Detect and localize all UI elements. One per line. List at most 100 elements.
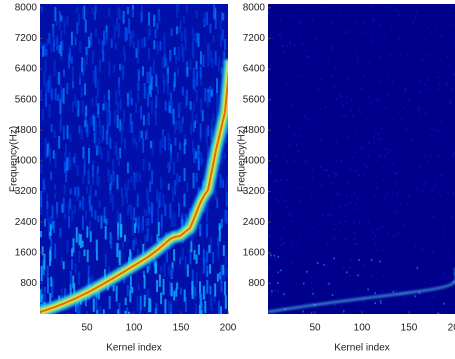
ridge-core [40, 70, 228, 313]
speckle [301, 43, 303, 46]
speckle [444, 275, 446, 278]
speckle [87, 169, 90, 182]
speckle [452, 193, 454, 196]
speckle [103, 269, 106, 282]
speckle [217, 300, 220, 314]
speckle [345, 203, 347, 206]
speckle [99, 124, 102, 135]
speckle [163, 53, 166, 68]
speckle [179, 257, 182, 265]
speckle [127, 179, 130, 190]
speckle [375, 249, 377, 252]
speckle [84, 119, 87, 128]
speckle [354, 242, 357, 245]
speckle [129, 120, 132, 133]
speckle [421, 190, 424, 193]
speckle [350, 258, 352, 261]
speckle [353, 207, 356, 210]
speckle [341, 114, 343, 117]
speckle [92, 160, 95, 170]
speckle [224, 38, 227, 51]
speckle [424, 112, 427, 115]
speckle [276, 225, 279, 228]
speckle [397, 172, 399, 175]
speckle [54, 88, 57, 101]
speckle [41, 294, 44, 301]
speckle [452, 87, 454, 90]
speckle [346, 271, 348, 274]
speckle [389, 54, 391, 57]
speckle [71, 209, 74, 222]
speckle [153, 40, 156, 50]
speckle [53, 130, 56, 139]
speckle [297, 187, 300, 190]
speckle [191, 269, 194, 285]
speckle [128, 204, 131, 212]
speckle [93, 12, 96, 20]
speckle [49, 87, 52, 99]
speckle [199, 51, 202, 65]
speckle [136, 296, 139, 312]
speckle [124, 26, 127, 42]
speckle [148, 206, 151, 215]
x-tick-label: 200 [220, 323, 237, 334]
speckle [331, 45, 333, 48]
speckle [345, 94, 348, 97]
speckle [178, 101, 181, 113]
speckle [139, 310, 142, 314]
speckle [280, 244, 282, 247]
speckle [97, 79, 100, 93]
speckle [143, 208, 146, 217]
speckle [189, 59, 192, 71]
speckle [334, 304, 336, 307]
speckle [316, 129, 318, 132]
speckle [191, 139, 194, 154]
speckle [148, 85, 151, 95]
speckle [310, 312, 313, 314]
speckle [126, 7, 129, 14]
speckle [168, 105, 171, 113]
speckle [318, 222, 320, 225]
speckle [320, 166, 322, 169]
speckle [373, 194, 376, 197]
speckle [311, 310, 314, 313]
speckle [206, 43, 209, 58]
speckle [52, 27, 55, 42]
speckle [128, 18, 131, 34]
speckle [67, 201, 70, 215]
speckle [394, 172, 397, 175]
speckle [331, 48, 334, 51]
speckle [395, 172, 398, 175]
speckle [398, 287, 400, 290]
speckle [431, 189, 434, 192]
speckle [181, 116, 184, 124]
speckle [204, 203, 207, 214]
speckle [175, 288, 178, 297]
speckle [378, 24, 381, 27]
speckle [175, 120, 178, 131]
speckle [42, 178, 45, 191]
speckle [404, 90, 406, 93]
speckle [301, 142, 303, 145]
speckle [138, 129, 141, 142]
speckle [333, 171, 335, 174]
speckle [78, 250, 81, 263]
speckle [50, 124, 53, 133]
y-tick-label: 3200 [15, 186, 38, 197]
speckle [451, 154, 454, 157]
speckle [274, 258, 276, 261]
speckle [94, 210, 97, 220]
speckle [380, 79, 382, 82]
speckle [188, 207, 191, 215]
speckle [122, 46, 125, 57]
speckle [319, 108, 321, 111]
speckle [95, 294, 98, 310]
speckle [378, 56, 381, 59]
speckle [140, 130, 143, 139]
speckle [345, 101, 348, 104]
speckle [126, 92, 129, 105]
speckle [178, 175, 181, 183]
speckle [139, 295, 142, 311]
speckle [114, 42, 117, 50]
speckle [170, 144, 173, 156]
